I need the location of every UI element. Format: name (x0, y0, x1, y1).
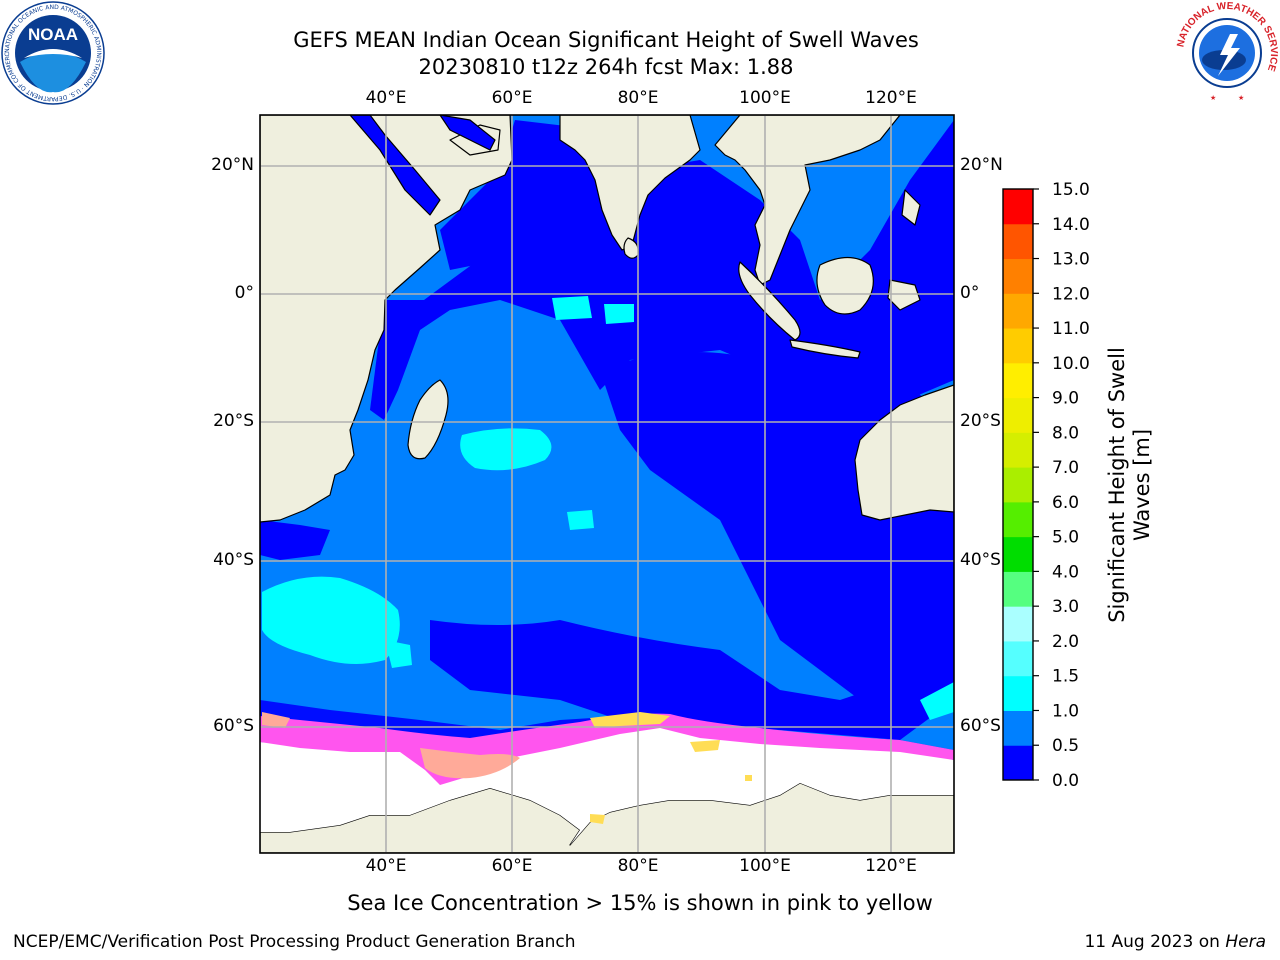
right-lat-label: 60°S (960, 716, 1001, 736)
land-java (789, 339, 861, 359)
top-lon-label: 100°E (739, 88, 791, 108)
swell-band-1-1p5 (262, 296, 954, 720)
left-lat-label: 40°S (213, 550, 254, 570)
land-australia (854, 384, 954, 521)
footer-machine: Hera (1225, 932, 1266, 952)
sea-ice-caption: Sea Ice Concentration > 15% is shown in … (347, 891, 933, 915)
chart-title: GEFS MEAN Indian Ocean Significant Heigh… (293, 28, 919, 52)
colorbar-label-line1: Significant Height of Swell (1105, 347, 1129, 623)
noaa-logo: NOAA NATIONAL OCEANIC AND ATMOSPHERIC AD… (0, 0, 105, 105)
left-lat-label: 60°S (213, 716, 254, 736)
land-masses (260, 115, 954, 853)
footer-date: 11 Aug 2023 on Hera (1084, 932, 1266, 952)
right-lat-label: 20°N (960, 155, 1003, 175)
map-frame (259, 114, 955, 854)
left-lat-label: 20°S (213, 411, 254, 431)
land-sumatra (738, 261, 801, 341)
svg-text:★: ★ (1210, 94, 1216, 102)
nws-logo: NATIONAL WEATHER SERVICE ★ ★ (1175, 1, 1279, 104)
top-lon-label: 40°E (365, 88, 407, 108)
chart-subtitle: 20230810 t12z 264h fcst Max: 1.88 (418, 55, 794, 79)
right-lat-label: 0° (960, 283, 980, 303)
right-lat-label: 20°S (960, 411, 1001, 431)
footer-credit: NCEP/EMC/Verification Post Processing Pr… (13, 932, 576, 952)
svg-text:★: ★ (1238, 94, 1244, 102)
right-lat-label: 40°S (960, 550, 1001, 570)
top-lon-label: 120°E (865, 88, 917, 108)
bottom-lon-label: 80°E (617, 856, 659, 876)
colorbar-label-line2: Waves [m] (1130, 428, 1154, 542)
noaa-logo-text: NOAA (28, 25, 78, 44)
left-lat-label: 20°N (211, 155, 254, 175)
footer-date-text: 11 Aug 2023 on (1084, 932, 1226, 952)
bottom-lon-label: 60°E (491, 856, 533, 876)
bottom-lon-label: 40°E (365, 856, 407, 876)
lat-lon-grid (260, 115, 954, 853)
land-africa-arabia (260, 115, 513, 523)
land-sri-lanka (623, 237, 639, 259)
land-madagascar (407, 379, 449, 460)
left-lat-label: 0° (234, 283, 254, 303)
bottom-lon-label: 100°E (739, 856, 791, 876)
top-lon-label: 60°E (491, 88, 533, 108)
top-lon-label: 80°E (617, 88, 659, 108)
sea-ice-region (260, 712, 954, 845)
bottom-lon-label: 120°E (865, 856, 917, 876)
